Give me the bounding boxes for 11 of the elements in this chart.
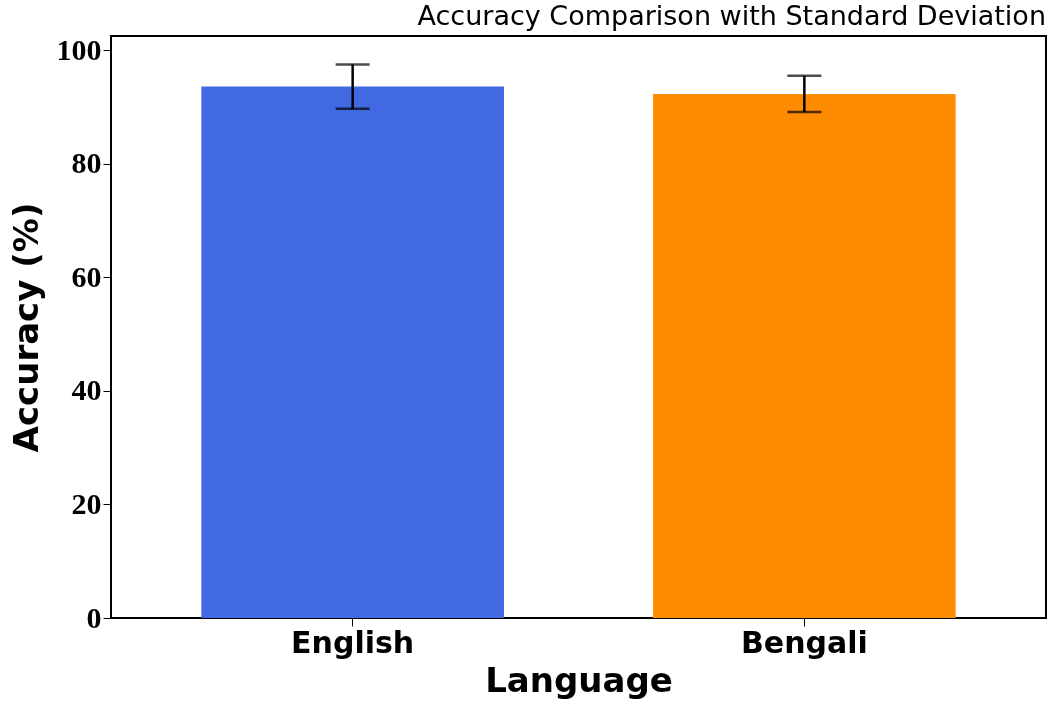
y-tick-label: 60	[71, 259, 102, 293]
x-axis-title: Language	[485, 659, 673, 700]
y-tick-label: 40	[71, 373, 102, 407]
y-tick-label: 20	[71, 486, 102, 520]
y-tick-label: 0	[86, 600, 102, 634]
y-axis-title: Accuracy (%)	[5, 202, 46, 453]
x-tick-label: Bengali	[740, 624, 868, 660]
x-tick-label: English	[291, 624, 415, 660]
y-tick-label: 80	[71, 146, 102, 180]
chart-title: Accuracy Comparison with Standard Deviation	[417, 0, 1046, 32]
y-tick-label: 100	[56, 32, 102, 66]
